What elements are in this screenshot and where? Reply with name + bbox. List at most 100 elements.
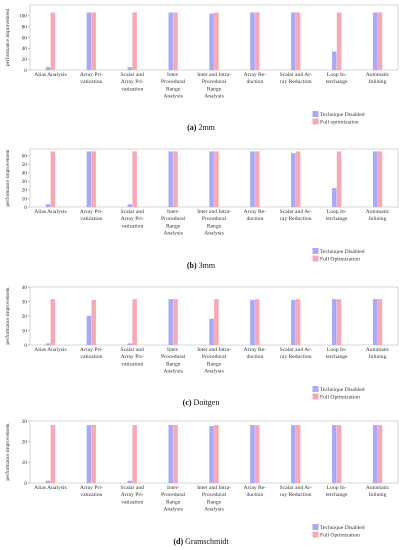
- y-tick-label: 30: [22, 299, 28, 305]
- legend-swatch: [312, 111, 319, 117]
- bar: [255, 151, 260, 208]
- bar: [332, 424, 337, 484]
- bar: [168, 12, 173, 71]
- category-label: Inter-Procedural Range Analysis: [161, 209, 186, 237]
- legend-entry: Technique Disabled: [320, 387, 365, 393]
- bar: [250, 299, 255, 346]
- y-tick-label: 0: [24, 205, 27, 211]
- chart-3: 0 10 20 30 40 performance improvement Alias An…: [4, 285, 399, 407]
- y-tick-label: 30: [22, 179, 28, 185]
- bar: [91, 299, 96, 346]
- bar: [377, 151, 383, 208]
- bar: [214, 299, 219, 346]
- legend-entry: Technique Disabled: [320, 249, 365, 255]
- bar: [295, 299, 301, 346]
- bar: [214, 12, 219, 71]
- category-label: Alias Analysis: [34, 209, 66, 215]
- category-label: Alias Analysis: [34, 347, 66, 353]
- bar: [214, 151, 219, 208]
- bar: [86, 424, 92, 484]
- bar: [332, 188, 337, 208]
- y-tick-label: 0: [24, 68, 27, 74]
- bar: [295, 151, 301, 208]
- bar: [255, 12, 260, 71]
- chart-4: 0 10 20 30 performance improvement Alias Anal…: [4, 419, 399, 546]
- bar: [173, 151, 178, 208]
- bar: [132, 424, 137, 484]
- chart-1: 0 20 40 60 80 100 performance improvement Alias…: [4, 4, 399, 132]
- category-label: Scalar and Ar-ray Reduction: [280, 485, 312, 498]
- bar: [214, 424, 219, 484]
- bar: [168, 151, 173, 208]
- bar: [295, 424, 301, 484]
- category-label: Inter-Procedural Range Analysis: [161, 485, 186, 513]
- chart-caption: (b) 3mm: [187, 261, 216, 270]
- bar: [132, 299, 137, 346]
- bar: [336, 151, 342, 208]
- bar: [168, 424, 173, 484]
- category-label: Array Re-duction: [244, 347, 267, 360]
- bar: [332, 51, 337, 71]
- bar: [50, 299, 56, 346]
- legend-swatch: [312, 255, 319, 262]
- bar: [86, 315, 92, 346]
- category-label: Alias Analysis: [34, 485, 66, 491]
- bar: [209, 318, 214, 346]
- bar: [295, 12, 301, 71]
- category-label: Array Re-duction: [244, 209, 267, 222]
- y-axis-label: performance improvement: [4, 287, 11, 345]
- bar: [132, 151, 137, 208]
- category-label: Inter-Procedural Range Analysis: [161, 72, 186, 100]
- bar: [377, 12, 383, 71]
- bar: [332, 299, 337, 346]
- plot-frame: [29, 148, 399, 208]
- category-label: Array Pri-vatization: [80, 347, 103, 360]
- category-label: Loop In-terchange: [326, 347, 348, 360]
- bar: [173, 299, 178, 346]
- category-label: Inter and Intra-Procedural Range Analysis: [197, 209, 231, 237]
- bar: [45, 343, 51, 346]
- legend-entry: Technique Disabled: [320, 112, 365, 118]
- bar: [91, 151, 96, 208]
- bar: [209, 13, 214, 71]
- chart-2: 0 10 20 30 40 50 60 performance improvement Alia…: [4, 148, 399, 270]
- category-label: Automatic Inlining: [366, 209, 390, 222]
- category-label: Inter-Procedural Range Analysis: [161, 347, 186, 375]
- bar: [127, 67, 133, 71]
- y-axis-label: performance improvement: [4, 8, 11, 66]
- bar: [372, 151, 378, 208]
- y-tick-label: 60: [22, 35, 28, 41]
- bar: [291, 299, 296, 346]
- category-label: Automatic Inlining: [366, 347, 390, 360]
- category-label: Loop In-terchange: [326, 209, 348, 222]
- bar: [255, 299, 260, 346]
- bar: [209, 151, 214, 208]
- category-label: Array Pri-vatization: [80, 209, 103, 222]
- legend-swatch: [312, 118, 319, 125]
- bar: [50, 151, 56, 208]
- bar: [45, 480, 51, 484]
- bar: [209, 426, 214, 484]
- category-label: Loop In-terchange: [326, 72, 348, 85]
- category-label: Inter and Intra-Procedural Range Analysis: [197, 72, 231, 100]
- y-tick-label: 10: [22, 196, 28, 202]
- bar: [45, 204, 51, 208]
- legend-swatch: [312, 386, 319, 392]
- legend-entry: Full Optimization: [320, 395, 360, 401]
- y-tick-label: 20: [22, 439, 28, 445]
- legend-swatch: [312, 524, 319, 530]
- bar: [45, 67, 51, 71]
- bar: [291, 424, 296, 484]
- legend-entry: Full Optimization: [320, 257, 360, 263]
- y-tick-label: 60: [22, 154, 28, 160]
- legend-swatch: [312, 393, 319, 400]
- y-tick-label: 10: [22, 328, 28, 334]
- y-tick-label: 20: [22, 57, 28, 63]
- category-label: Array Pri-vatization: [80, 72, 103, 85]
- bar: [250, 12, 255, 71]
- y-tick-label: 30: [22, 419, 28, 425]
- bar: [50, 424, 56, 484]
- category-label: Inter and Intra-Procedural Range Analysis: [197, 485, 231, 513]
- bar: [336, 12, 342, 71]
